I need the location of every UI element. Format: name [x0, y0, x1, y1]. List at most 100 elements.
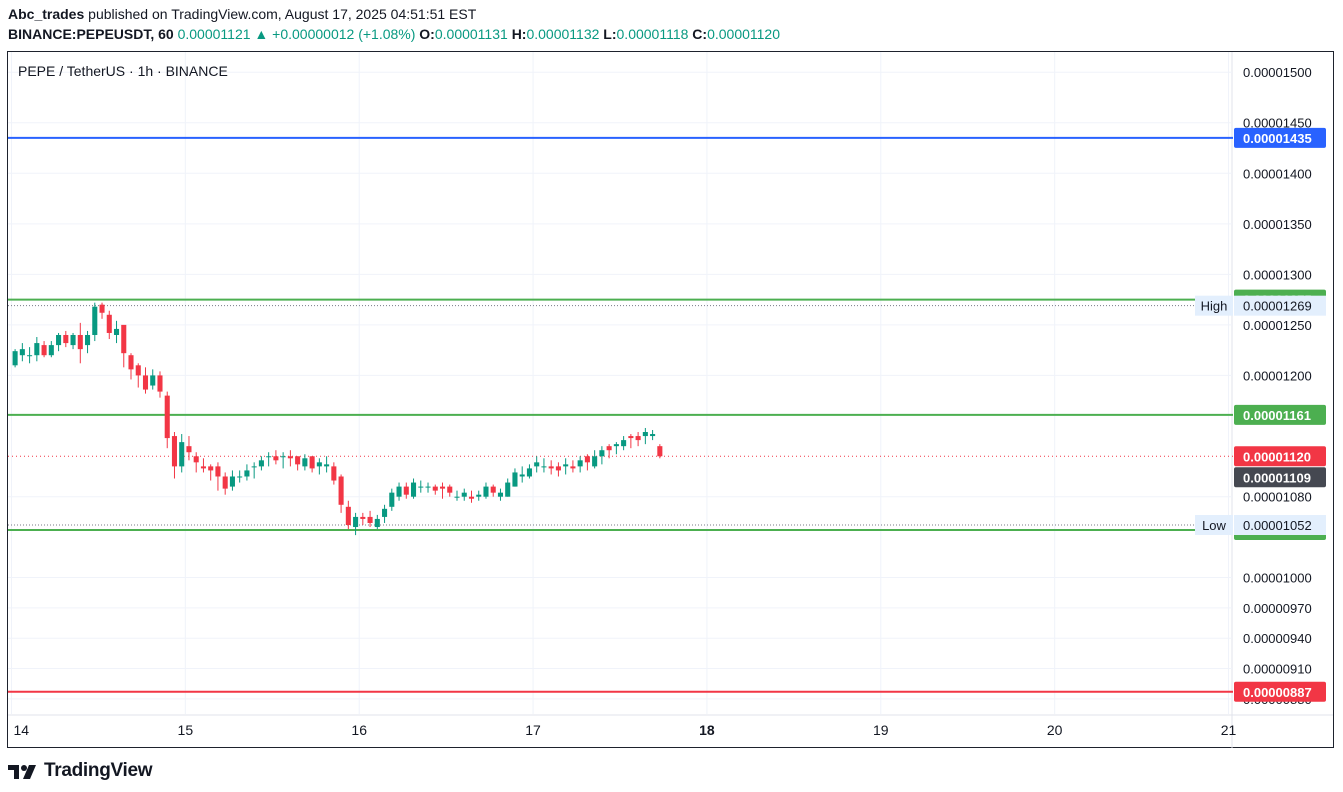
price-change: +0.00000012 (+1.08%) [272, 26, 416, 42]
candle-body [215, 466, 221, 477]
level-tag-label: 0.00001161 [1243, 408, 1311, 423]
marker-name: High [1201, 299, 1228, 314]
high-label: H: [511, 26, 527, 42]
candle-body [548, 466, 554, 469]
candle-body [425, 486, 431, 488]
candle-body [650, 434, 656, 437]
time-tick-label: 19 [873, 722, 889, 738]
candle-body [555, 466, 561, 471]
tradingview-logo-icon [8, 763, 38, 779]
change-arrow-icon: ▲ [254, 26, 269, 42]
candle-body [418, 486, 424, 488]
candle-body [200, 466, 206, 469]
candle-body [345, 506, 351, 526]
author-name[interactable]: Abc_trades [8, 6, 85, 22]
candle-body [613, 444, 619, 447]
symbol-label[interactable]: BINANCE:PEPEUSDT, 60 [8, 26, 174, 42]
candle-body [621, 440, 627, 447]
candle-body [251, 466, 257, 468]
candle-body [584, 456, 590, 463]
candle-body [396, 486, 402, 497]
time-tick-label: 21 [1221, 722, 1237, 738]
candle-body [41, 345, 47, 356]
candle-body [541, 466, 547, 468]
candle-body [135, 365, 141, 376]
candle-body [483, 486, 489, 497]
candle-body [179, 442, 185, 467]
candle-body [85, 334, 91, 346]
time-tick-label: 15 [178, 722, 194, 738]
candle-body [244, 470, 250, 477]
time-tick-label: 14 [13, 722, 29, 738]
price-tag [1234, 446, 1326, 467]
candle-body [505, 482, 511, 497]
candle-body [48, 345, 54, 356]
candle-body [150, 375, 156, 386]
candle-body [534, 462, 540, 467]
time-axis[interactable]: 14 15 16 17 18 19 20 21 [13, 722, 1236, 738]
price-tick-label: 0.00000910 [1243, 662, 1312, 677]
chart-title: PEPE / TetherUS · 1h · BINANCE [18, 63, 228, 79]
candle-body [324, 464, 330, 467]
candle-body [99, 304, 105, 313]
candle-body [295, 456, 301, 465]
tradingview-logo[interactable]: TradingView [8, 759, 153, 783]
price-tick-label: 0.00001080 [1243, 490, 1312, 505]
candle-body [331, 466, 337, 481]
candle-body [106, 314, 112, 333]
candle-body [92, 306, 98, 335]
candle-body [628, 436, 634, 439]
publish-text: published on TradingView.com, August 17,… [88, 6, 477, 22]
candle-body [56, 334, 62, 346]
marker-tag [1234, 515, 1326, 536]
candle-body [171, 436, 178, 467]
candle-body [222, 476, 228, 489]
marker-tag-label: 0.00001269 [1243, 299, 1312, 314]
ohlc-legend: BINANCE:PEPEUSDT, 60 0.00001121 ▲ +0.000… [8, 26, 780, 42]
price-tick-label: 0.00001450 [1243, 116, 1312, 131]
price-tag [1234, 467, 1326, 488]
candle-body [432, 486, 438, 491]
candle-body [27, 355, 33, 357]
candle-body [592, 456, 598, 467]
candle-body [490, 486, 496, 493]
candle-body [360, 516, 366, 519]
candle-body [266, 456, 272, 458]
open-value: 0.00001131 [434, 26, 508, 42]
last-price: 0.00001121 [177, 26, 251, 42]
candle-body [382, 508, 388, 517]
level-tag-label: 0.00001435 [1243, 131, 1312, 146]
candle-body [461, 492, 467, 497]
candle-body [497, 492, 504, 497]
low-label: L: [603, 26, 617, 42]
price-tick-label: 0.00001200 [1243, 368, 1312, 383]
candle-body [164, 395, 170, 439]
candle-body [273, 456, 279, 461]
price-tag-label: 0.00001109 [1243, 470, 1311, 485]
candle-body [70, 334, 76, 346]
price-tick-label: 0.00001250 [1243, 318, 1312, 333]
level-tag [1234, 404, 1326, 425]
candle-body [186, 446, 192, 453]
candle-body [439, 486, 446, 489]
level-tag [1234, 127, 1326, 148]
candle-body [657, 446, 663, 457]
chart-frame [7, 51, 1334, 748]
candle-body [338, 476, 344, 505]
candle-body [280, 456, 286, 458]
candle-body [258, 460, 264, 467]
candle-body [635, 436, 641, 441]
candle-body [476, 494, 482, 497]
candle-body [403, 486, 409, 495]
logo-text: TradingView [44, 760, 153, 781]
marker-name-bg [1195, 515, 1233, 536]
candle-body [367, 516, 373, 523]
candle-body [519, 474, 525, 477]
candle-body [389, 492, 395, 507]
low-value: 0.00001118 [616, 26, 689, 42]
price-axis[interactable]: 0.00001500 0.00001450 0.00001400 0.00001350… [1243, 65, 1312, 707]
candle-body [77, 334, 83, 350]
close-value: 0.00001120 [707, 26, 781, 42]
candle-body [19, 349, 25, 356]
